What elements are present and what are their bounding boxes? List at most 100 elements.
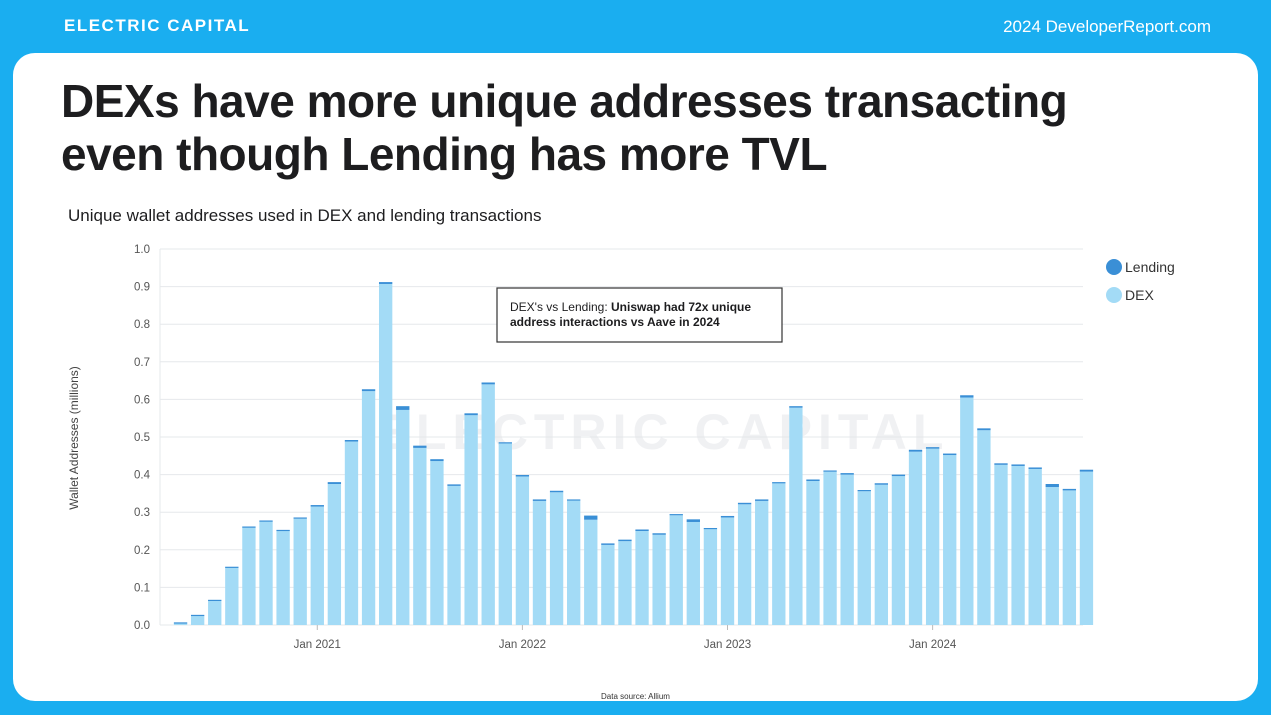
bar-dex [669,515,683,625]
bar-lending [601,543,615,545]
bar-lending [686,519,700,522]
bar-lending [344,440,359,442]
bar-dex [293,518,307,625]
bar-lending [225,566,239,568]
bar-dex [755,500,769,625]
bar-dex [498,443,512,625]
bar-lending [430,459,444,462]
bar-dex [327,484,342,625]
annotation-box: DEX's vs Lending: Uniswap had 72x unique… [496,287,783,343]
bar-lending [755,499,769,501]
bar-dex [789,407,803,625]
bar-dex [960,397,974,625]
bar-lending [652,533,666,535]
bar-lending [840,473,854,475]
y-tick-label: 0.1 [134,582,150,594]
legend-label-dex: DEX [1125,287,1154,303]
y-tick-label: 0.5 [134,432,150,444]
y-tick-label: 0.8 [134,319,150,331]
bar-lending [190,614,205,617]
bar-lending [549,490,564,493]
bar-dex [173,622,188,625]
bar-dex [840,474,854,625]
bar-lending [772,482,786,484]
bar-dex [515,476,530,625]
bar-dex [532,500,547,625]
legend-swatch-lending [1106,259,1122,275]
bar-lending [618,539,632,542]
bar-lending [1028,467,1042,469]
bar-dex [378,283,393,625]
bar-lending [960,395,974,398]
bar-lending [276,529,290,532]
bar-lending [532,499,547,501]
bar-lending [498,442,512,444]
y-axis-label: Wallet Addresses (millions) [67,366,81,510]
bar-lending [327,482,342,484]
bar-dex [891,476,906,625]
bar-dex [703,529,718,625]
bar-lending [720,515,735,518]
bar-lending [994,463,1008,465]
bar-lending [464,413,478,416]
slide-title: DEXs have more unique addresses transact… [61,75,1068,180]
bar-dex [413,447,427,625]
bar-lending [378,282,393,284]
bar-dex [567,500,581,625]
bar-chart: ELECTRIC CAPITAL 0.00.10.20.30.40.50.60.… [67,244,1175,651]
annotation-bold-line1: Uniswap had 72x unique [611,300,751,314]
x-tick-label: Jan 2024 [909,639,957,651]
bars [173,282,1094,625]
community-logo-icon [1069,625,1107,663]
y-tick-label: 0.3 [134,507,150,519]
x-tick-label: Jan 2023 [704,639,751,651]
bar-lending [242,526,256,528]
bar-dex [584,519,598,625]
y-tick-label: 0.2 [134,545,150,557]
bar-lending [310,505,324,507]
bar-dex [1062,490,1077,625]
bar-dex [259,521,273,625]
y-tick-label: 0.9 [134,282,150,294]
bar-lending [567,499,581,501]
slide-card: DEXs have more unique addresses transact… [13,53,1258,701]
legend: Lending DEX [1106,259,1175,303]
report-url[interactable]: 2024 DeveloperReport.com [1003,17,1211,36]
y-tick-label: 0.4 [134,470,151,482]
x-tick-label: Jan 2022 [499,639,546,651]
bar-dex [344,441,359,625]
bar-lending [173,622,188,624]
bar-dex [874,484,889,625]
bar-lending [891,474,906,477]
x-axis-ticks: Jan 2021 Jan 2022 Jan 2023 Jan 2024 [294,625,957,651]
bar-lending [1062,488,1077,491]
bar-lending [515,474,530,477]
bar-lending [413,445,427,448]
bar-lending [977,428,991,431]
bar-lending [806,479,820,481]
bar-lending [925,447,940,449]
bar-dex [225,567,239,625]
watermark-community: 老虎社区 [1118,629,1235,659]
bar-dex [1011,465,1025,625]
bar-dex [925,448,940,625]
bar-lending [259,520,273,522]
bar-dex [430,461,444,625]
bar-dex [464,415,478,625]
bar-dex [720,517,735,625]
bar-lending [823,470,837,472]
bar-dex [772,482,786,625]
bar-lending [943,453,957,456]
bar-lending [396,406,410,410]
bar-lending [874,483,889,485]
y-tick-label: 0.7 [134,357,150,369]
bar-dex [618,541,632,625]
bar-dex [396,409,410,625]
bar-dex [481,384,495,625]
bar-lending [789,406,803,408]
bar-dex [1028,468,1042,625]
bar-lending [361,389,376,392]
bar-dex [1045,487,1059,625]
bar-lending [669,514,683,516]
annotation-prefix: DEX's vs Lending: [510,300,611,314]
